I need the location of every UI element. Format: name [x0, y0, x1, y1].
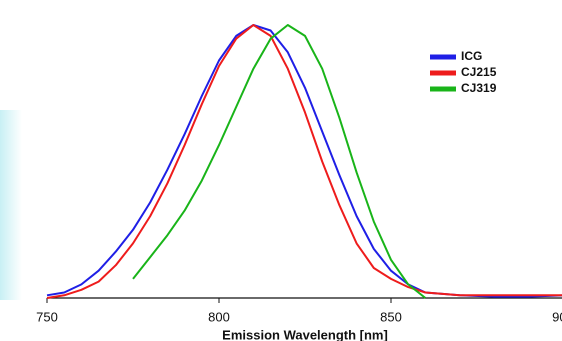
legend-label: ICG [461, 49, 482, 63]
x-tick-label: 800 [208, 309, 230, 324]
series-line [46, 24, 562, 299]
x-tick-label: 900 [552, 309, 562, 324]
side-decoration [0, 110, 22, 300]
x-tick-label: 850 [380, 309, 402, 324]
legend-label: CJ215 [461, 65, 497, 79]
x-axis-label: Emission Wavelength [nm] [222, 327, 388, 341]
legend-label: CJ319 [461, 81, 497, 95]
series-line [132, 24, 427, 299]
x-tick-label: 750 [36, 309, 58, 324]
